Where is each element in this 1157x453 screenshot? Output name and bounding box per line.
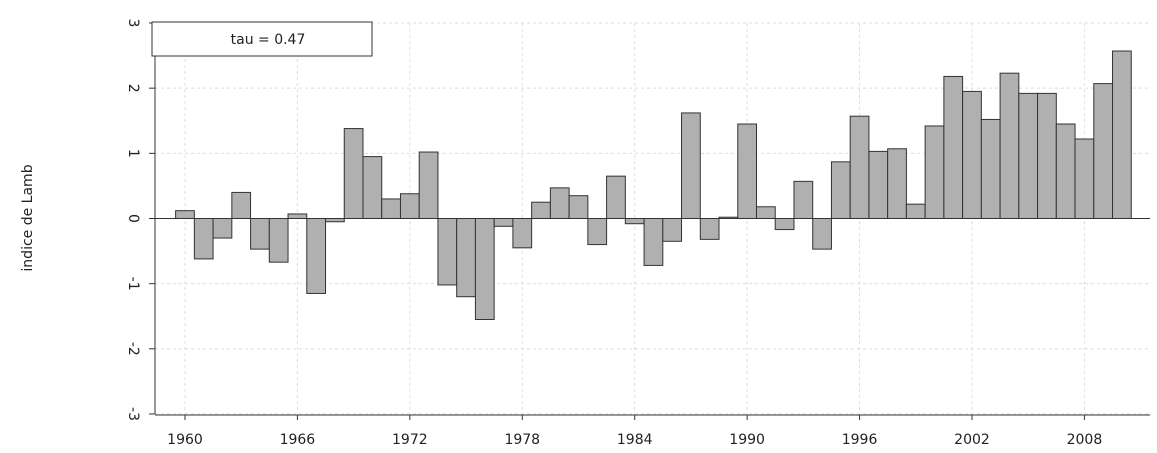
bar [624, 218, 645, 225]
bar [437, 218, 458, 286]
y-tick-label: -1 [125, 277, 141, 291]
bar [812, 218, 832, 250]
bar [493, 218, 514, 227]
y-tick-label: -3 [125, 407, 141, 421]
x-tick-label: 1966 [280, 432, 316, 448]
bar [1112, 50, 1132, 219]
bar [887, 148, 907, 219]
bar [980, 118, 1001, 219]
annotation: tau = 0.47 [231, 32, 306, 48]
x-tick-label: 1972 [392, 432, 428, 448]
bar [755, 206, 776, 220]
bar [1018, 92, 1039, 219]
bar [231, 191, 252, 219]
bar [250, 218, 270, 250]
bar [1093, 83, 1114, 220]
bar [549, 187, 570, 220]
y-tick-label: -2 [125, 342, 141, 356]
bar [568, 195, 589, 219]
bar [193, 218, 214, 260]
bar [1037, 92, 1057, 219]
bar [175, 210, 195, 219]
x-tick-label: 1960 [167, 432, 203, 448]
x-tick-label: 1996 [842, 432, 878, 448]
x-tick-label: 2002 [954, 432, 990, 448]
bar [924, 125, 945, 219]
bar [643, 218, 664, 266]
bar [343, 128, 364, 220]
y-tick-label: 1 [125, 149, 141, 158]
bar [456, 218, 476, 298]
bar [268, 218, 289, 263]
bar [999, 72, 1020, 220]
x-tick-label: 1984 [617, 432, 653, 448]
y-tick-label: 0 [125, 214, 141, 223]
y-axis-label: indice de Lamb [20, 164, 36, 271]
bar [830, 161, 851, 219]
bar [681, 112, 701, 219]
bar [512, 218, 533, 249]
bar [306, 218, 327, 294]
bar [868, 150, 889, 219]
bar [474, 218, 495, 321]
bar [962, 90, 982, 219]
bar [606, 175, 626, 219]
bar [381, 198, 401, 219]
bar [737, 123, 757, 219]
bar [1055, 123, 1076, 219]
bar [1074, 138, 1095, 220]
x-tick-label: 1978 [504, 432, 540, 448]
bar [212, 218, 233, 239]
bar [399, 193, 420, 219]
y-tick-label: 3 [125, 19, 141, 28]
x-tick-label: 1990 [729, 432, 765, 448]
bar [849, 115, 870, 219]
bar [699, 218, 720, 240]
legend-box [151, 21, 373, 57]
bar [362, 156, 383, 219]
bar [287, 213, 308, 220]
bar [905, 203, 926, 219]
bar [662, 218, 683, 242]
x-tick-label: 2008 [1067, 432, 1103, 448]
bar [531, 201, 551, 219]
bar [793, 180, 814, 219]
y-tick-label: 2 [125, 84, 141, 93]
bar [774, 218, 795, 231]
bar [587, 218, 608, 246]
bar [943, 75, 964, 220]
bar [418, 151, 439, 219]
